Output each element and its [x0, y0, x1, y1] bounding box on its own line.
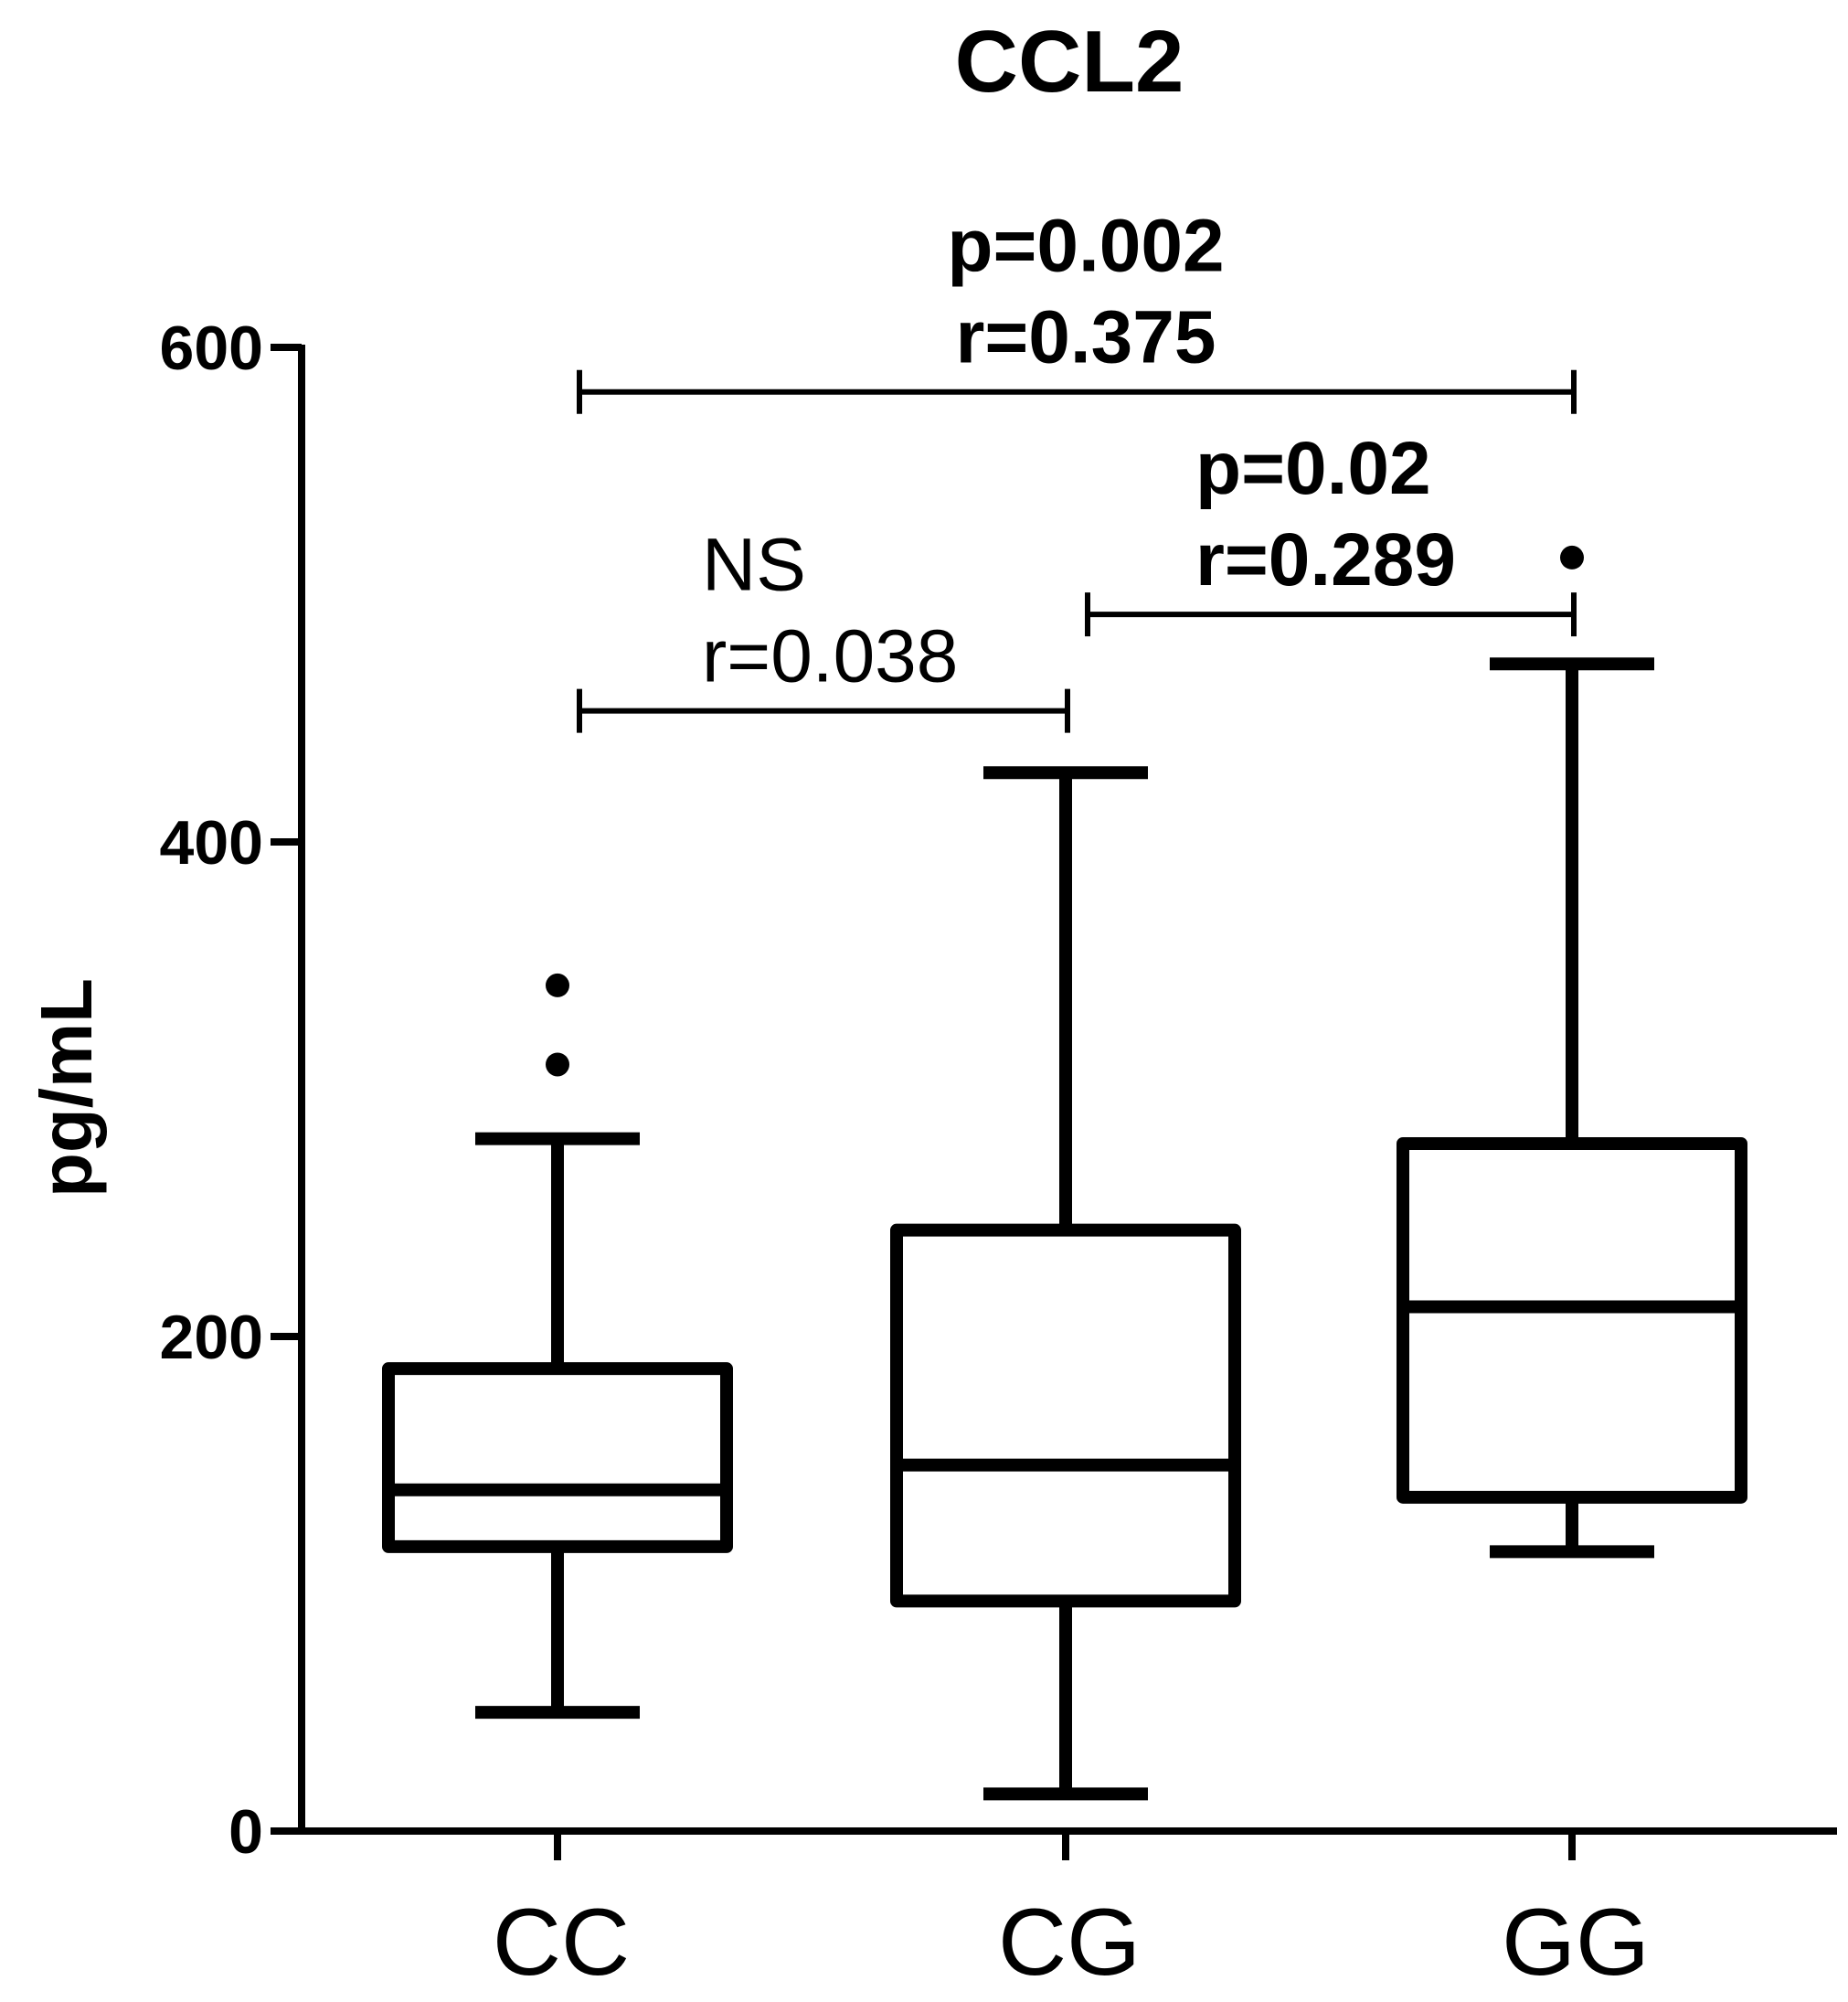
comparison-line1: NS — [702, 524, 806, 607]
box-GG — [1397, 545, 1747, 1559]
x-tick-label-CG: CG — [998, 1890, 1141, 1996]
comparison-line1: p=0.002 — [947, 205, 1224, 288]
comparison-line2: r=0.289 — [1195, 518, 1456, 602]
y-tick-label-400: 400 — [160, 808, 263, 878]
chart-title: CCL2 — [955, 13, 1184, 111]
y-ticks: 0 200 400 600 — [160, 314, 302, 1867]
outlier-GG-0 — [1560, 545, 1584, 570]
box-plots — [382, 545, 1747, 1801]
comparison-line2: r=0.375 — [956, 296, 1216, 379]
outlier-CC-0 — [546, 1052, 569, 1077]
comparison-CC-CG: NSr=0.038 — [577, 524, 1070, 733]
box-CG — [890, 766, 1241, 1801]
y-tick-label-600: 600 — [160, 314, 263, 383]
x-tick-label-GG: GG — [1502, 1890, 1650, 1996]
comparison-line1: p=0.02 — [1195, 427, 1431, 510]
box-iqr-CG — [890, 1223, 1241, 1608]
y-axis-label: pg/mL — [26, 978, 107, 1198]
comparison-line2: r=0.038 — [702, 615, 958, 698]
y-tick-label-200: 200 — [160, 1303, 263, 1372]
x-tick-label-CC: CC — [493, 1890, 630, 1996]
box-CC — [382, 973, 733, 1720]
x-ticks: CC CG GG — [493, 1831, 1650, 1996]
box-iqr-CC — [382, 1362, 733, 1553]
y-tick-label-0: 0 — [228, 1797, 263, 1867]
outlier-CC-1 — [546, 973, 569, 997]
box-iqr-GG — [1397, 1137, 1747, 1504]
comparison-CG-GG: p=0.02r=0.289 — [1085, 427, 1577, 637]
